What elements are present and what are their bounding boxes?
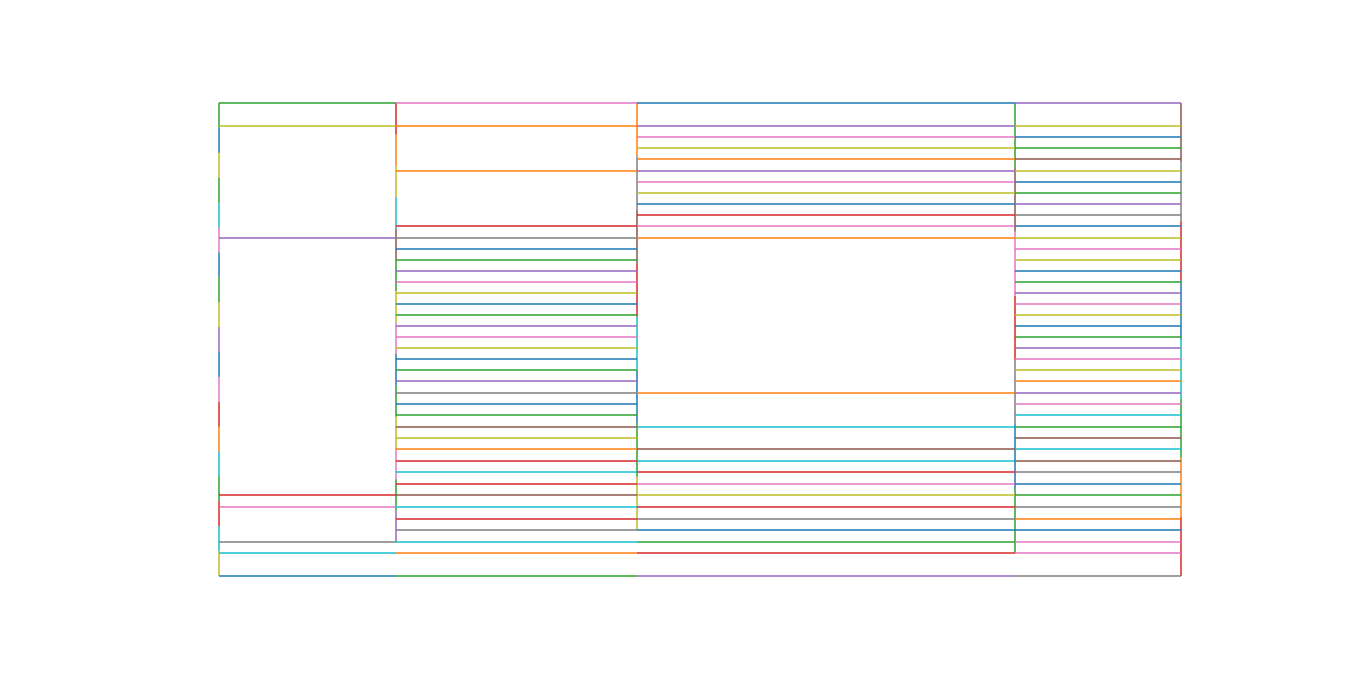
line-chart <box>218 102 1182 577</box>
